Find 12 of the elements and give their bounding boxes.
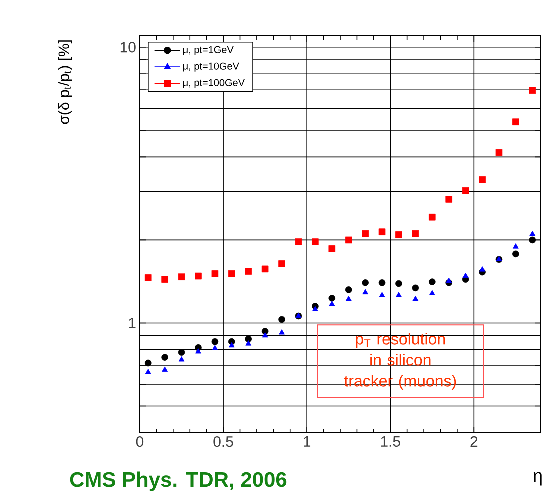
y-tick-label: 10: [120, 42, 136, 53]
legend-label: μ, pt=100GeV: [184, 79, 245, 88]
legend-label: μ, pt=10GeV: [184, 62, 240, 72]
text: CMS Phys. TDR, 2006: [70, 472, 287, 492]
x-axis-title: η: [534, 472, 542, 486]
x-tick-label: 2: [470, 436, 478, 447]
x-tick-label: 1.5: [381, 436, 400, 447]
x-tick-label: 0: [136, 436, 144, 448]
legend-label: μ, pt=1GeV: [184, 46, 234, 56]
x-tick-label: 1: [304, 436, 311, 447]
x-tick-label: 0.5: [214, 436, 234, 448]
y-axis-title: σ(δ p$_{t}$/p$_{t}$) [%]: [58, 40, 72, 124]
